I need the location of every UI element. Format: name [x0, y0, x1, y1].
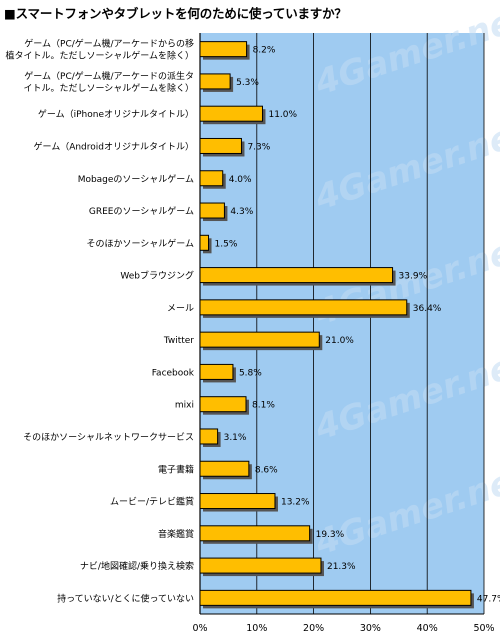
x-tick-label: 10%	[246, 623, 267, 634]
category-label: 持っていない/とくに使っていない	[57, 592, 194, 604]
category-label: 音楽鑑賞	[158, 528, 194, 540]
data-label: 4.0%	[229, 175, 252, 185]
bar	[199, 234, 210, 251]
bar	[199, 460, 250, 477]
bar	[199, 267, 394, 284]
data-label: 8.2%	[253, 46, 276, 56]
category-label: Webブラウジング	[120, 270, 194, 282]
bars-group: 8.2% 5.3% 11.0% 7.3% 4.0% 4.3% 1.5% 33.9% 36.4% 2…	[199, 41, 500, 609]
category-label: 植タイトル。ただしソーシャルゲームを除く）	[5, 50, 194, 62]
data-label: 19.3%	[316, 530, 345, 540]
bar	[199, 202, 225, 219]
category-label: ナビ/地図確認/乗り換え検索	[80, 560, 194, 572]
chart-title: ■スマートフォンやタブレットを何のために使っていますか？	[4, 6, 347, 21]
x-tick-label: 0%	[192, 623, 207, 634]
data-label: 21.3%	[327, 562, 356, 572]
data-label: 8.1%	[252, 401, 275, 411]
category-label: Facebook	[152, 368, 195, 378]
category-label: ゲーム（PC/ゲーム機/アーケードの派生タ	[24, 70, 194, 82]
bar	[199, 137, 242, 154]
bar	[199, 73, 231, 90]
bar	[199, 396, 247, 413]
category-label: そのほかソーシャルネットワークサービス	[23, 432, 194, 443]
bar	[199, 299, 408, 316]
data-label: 36.4%	[413, 304, 442, 314]
category-label: Twitter	[163, 336, 194, 346]
data-label: 4.3%	[230, 207, 253, 217]
bar	[199, 557, 322, 574]
x-axis-ticks: 0% 10% 20% 30% 40% 50%	[192, 623, 494, 634]
bar	[199, 493, 276, 510]
data-label: 8.6%	[255, 465, 278, 475]
data-label: 5.8%	[239, 368, 262, 378]
data-label: 47.7%	[477, 594, 500, 604]
bar	[199, 525, 311, 542]
x-tick-label: 50%	[473, 623, 494, 634]
bar	[199, 41, 248, 58]
category-labels: ゲーム（PC/ゲーム機/アーケードからの移植タイトル。ただしソーシャルゲームを除…	[5, 38, 194, 605]
category-label: イトル。ただしソーシャルゲームを除く）	[23, 82, 194, 94]
bar	[199, 105, 263, 122]
x-tick-label: 30%	[360, 623, 381, 634]
data-label: 13.2%	[281, 498, 310, 508]
gridlines	[199, 33, 485, 615]
data-label: 11.0%	[268, 110, 297, 120]
category-label: メール	[167, 304, 194, 314]
bar	[199, 428, 219, 445]
data-label: 1.5%	[215, 239, 238, 249]
bar	[199, 363, 234, 380]
data-label: 33.9%	[399, 272, 428, 282]
plot-area	[200, 33, 484, 614]
category-label: GREEのソーシャルゲーム	[89, 205, 194, 217]
bar	[199, 331, 320, 348]
category-label: ゲーム（PC/ゲーム機/アーケードからの移	[24, 38, 194, 50]
category-label: 電子書籍	[158, 463, 194, 475]
data-label: 7.3%	[247, 142, 270, 152]
bar	[199, 589, 472, 606]
data-label: 3.1%	[224, 433, 247, 443]
x-tick-label: 40%	[417, 623, 438, 634]
category-label: ゲーム（iPhoneオリジナルタイトル）	[38, 108, 194, 120]
category-label: ゲーム（Androidオリジナルタイトル）	[33, 140, 194, 152]
bar	[199, 170, 224, 187]
data-label: 5.3%	[236, 78, 259, 88]
category-label: mixi	[175, 401, 194, 411]
category-label: そのほかソーシャルゲーム	[86, 237, 194, 249]
category-label: ムービー/テレビ鑑賞	[110, 496, 194, 508]
data-label: 21.0%	[325, 336, 354, 346]
category-label: Mobageのソーシャルゲーム	[78, 173, 194, 185]
x-tick-label: 20%	[303, 623, 324, 634]
